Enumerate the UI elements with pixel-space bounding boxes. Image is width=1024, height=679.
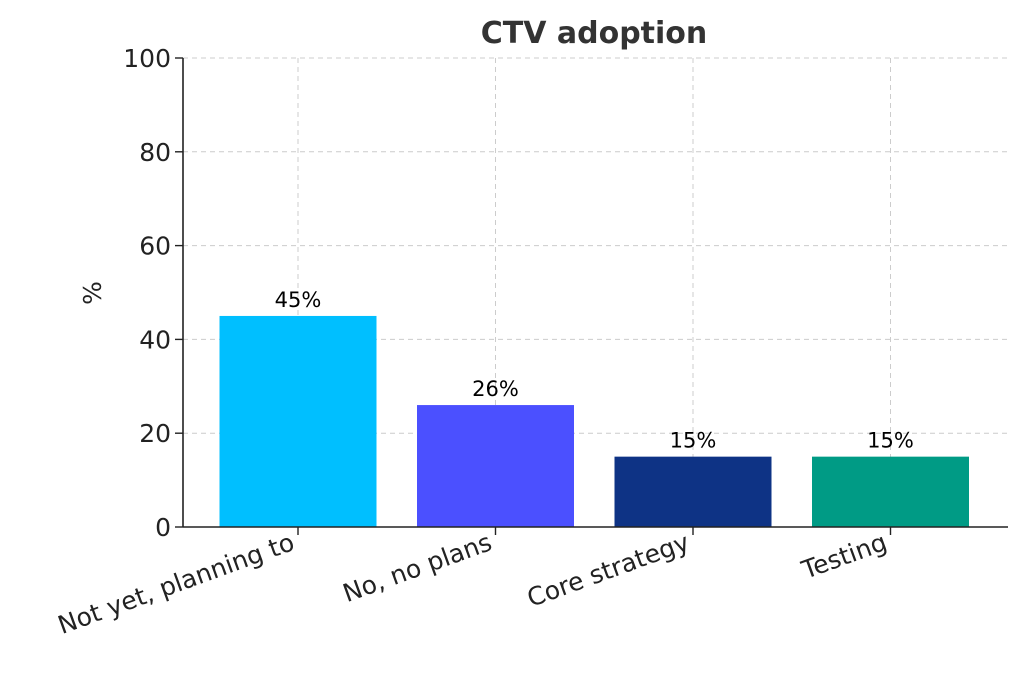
y-tick-label: 80 (139, 138, 171, 167)
chart-title: CTV adoption (481, 16, 708, 51)
x-category-label: No, no plans (339, 527, 495, 608)
y-tick-label: 20 (139, 419, 171, 448)
bar-3 (614, 456, 772, 527)
bar-data-label: 45% (275, 288, 322, 312)
bar-data-label: 15% (867, 429, 914, 453)
bar-4 (812, 456, 969, 527)
x-category-label: Core strategy (523, 527, 693, 612)
x-category-label: Not yet, planning to (54, 527, 298, 639)
bar-1 (219, 315, 377, 527)
y-tick-label: 40 (139, 325, 171, 354)
y-axis-label: % (78, 281, 107, 305)
y-tick-label: 0 (155, 513, 171, 542)
bar-2 (417, 405, 574, 527)
bars (219, 315, 969, 527)
y-tick-label: 60 (139, 232, 171, 261)
axes (175, 57, 1008, 535)
y-tick-label: 100 (123, 44, 171, 73)
bar-data-label: 15% (670, 429, 717, 453)
bar-data-label: 26% (472, 377, 519, 401)
x-category-label: Testing (797, 527, 890, 585)
